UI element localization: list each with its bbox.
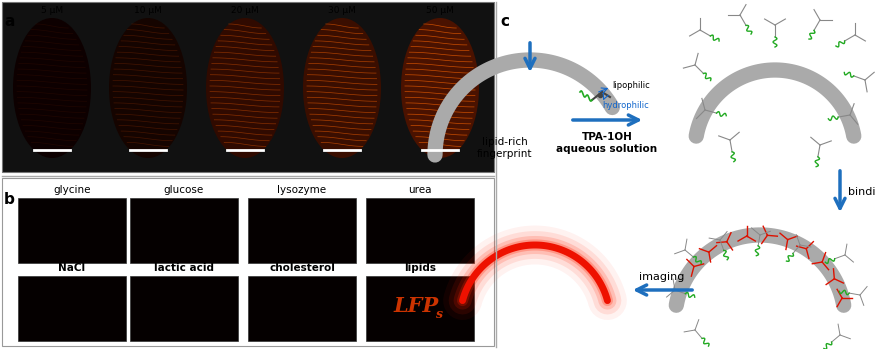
Ellipse shape: [401, 18, 479, 158]
Text: glucose: glucose: [164, 185, 204, 195]
Text: c: c: [500, 14, 509, 29]
Text: binding: binding: [848, 187, 875, 197]
Bar: [130, 198, 238, 263]
Text: hydrophilic: hydrophilic: [602, 101, 648, 110]
Text: LFP: LFP: [394, 297, 438, 317]
Ellipse shape: [13, 18, 91, 158]
Text: cholesterol: cholesterol: [270, 263, 335, 273]
Bar: [18, 276, 126, 341]
Bar: [2, 178, 494, 346]
Text: lactic acid: lactic acid: [154, 263, 214, 273]
Text: urea: urea: [409, 185, 431, 195]
Bar: [366, 198, 474, 263]
Text: 10 μM: 10 μM: [134, 6, 162, 15]
Text: imaging: imaging: [640, 272, 685, 282]
Bar: [18, 198, 126, 263]
Text: lipids: lipids: [404, 263, 436, 273]
Text: 5 μM: 5 μM: [41, 6, 63, 15]
Bar: [2, 2, 494, 172]
Ellipse shape: [303, 18, 381, 158]
Ellipse shape: [206, 18, 284, 158]
Bar: [130, 276, 238, 341]
Text: 20 μM: 20 μM: [231, 6, 259, 15]
Text: lysozyme: lysozyme: [277, 185, 326, 195]
Text: a: a: [4, 14, 14, 29]
Bar: [248, 276, 356, 341]
Text: s: s: [437, 308, 444, 321]
Text: glycine: glycine: [53, 185, 91, 195]
Text: TPA-1OH
aqueous solution: TPA-1OH aqueous solution: [556, 132, 658, 154]
Text: b: b: [4, 192, 15, 207]
Bar: [248, 198, 356, 263]
Text: lipophilic: lipophilic: [612, 81, 650, 89]
Text: 50 μM: 50 μM: [426, 6, 454, 15]
Bar: [366, 276, 474, 341]
Ellipse shape: [109, 18, 187, 158]
Text: 30 μM: 30 μM: [328, 6, 356, 15]
Text: NaCl: NaCl: [59, 263, 86, 273]
Text: lipid-rich
fingerprint: lipid-rich fingerprint: [477, 137, 533, 159]
